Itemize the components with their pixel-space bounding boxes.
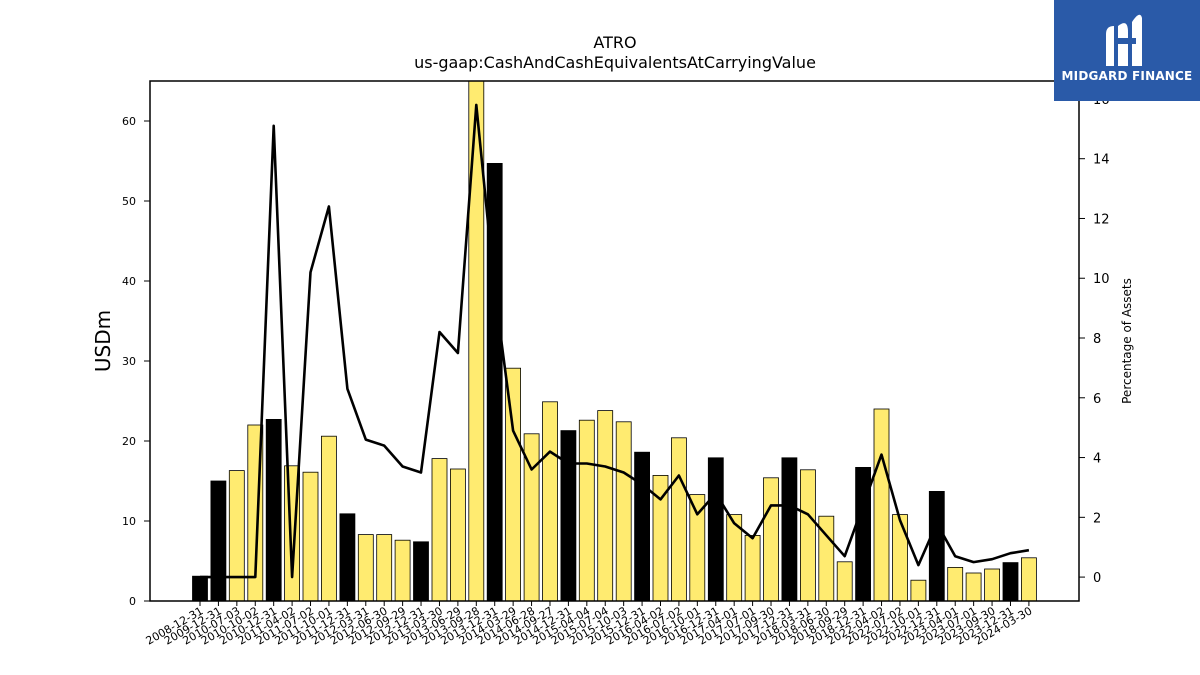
bar-2014-09-27 xyxy=(542,401,558,602)
y-axis-label: USDm xyxy=(91,310,115,372)
bar-2023-12-31 xyxy=(1002,562,1019,602)
bar-2015-12-31 xyxy=(634,451,650,602)
bar-2011-07-02 xyxy=(302,471,319,602)
y-axis-right: 0246810121416 xyxy=(1079,93,1110,586)
bar-2022-10-01 xyxy=(910,579,927,602)
plot-frame xyxy=(149,80,1080,602)
y-tick-label: 50 xyxy=(122,195,136,208)
midgard-finance-logo: MIDGARD FINANCE xyxy=(1054,0,1200,101)
y-tick-label: 60 xyxy=(122,115,136,128)
bar-2015-10-03 xyxy=(615,421,632,602)
bar-2010-12-31 xyxy=(265,418,282,602)
y-tick-label: 30 xyxy=(122,355,136,368)
bar-2017-09-30 xyxy=(763,477,779,602)
y-tick-label: 0 xyxy=(129,595,136,608)
bar-2010-07-03 xyxy=(228,470,245,602)
y2-tick-label: 10 xyxy=(1093,272,1110,287)
chart-subtitle: us-gaap:CashAndCashEquivalentsAtCarrying… xyxy=(414,53,816,72)
bar-2022-07-02 xyxy=(892,514,908,602)
bar-2012-03-31 xyxy=(357,534,374,602)
bar-2022-12-31 xyxy=(928,490,945,602)
percentage-line xyxy=(200,103,1030,579)
bar-2012-06-30 xyxy=(376,534,393,602)
y-tick-label: 40 xyxy=(122,275,136,288)
y-tick-label: 20 xyxy=(122,435,136,448)
bar-2017-07-01 xyxy=(744,535,761,602)
bar-2016-12-31 xyxy=(707,457,724,602)
bar-2018-03-31 xyxy=(800,469,816,602)
bar-2011-10-01 xyxy=(320,435,337,602)
chart-title: ATRO xyxy=(593,33,636,52)
bar-2018-09-29 xyxy=(836,561,853,602)
bar-2015-04-04 xyxy=(578,419,595,602)
y2-tick-label: 6 xyxy=(1093,392,1101,407)
midgard-m-icon xyxy=(1106,14,1142,66)
y2-axis-label: Percentage of Assets xyxy=(1120,278,1134,404)
bar-2016-10-01 xyxy=(689,494,706,602)
bar-2008-12-31 xyxy=(192,575,208,602)
bar-2014-12-31 xyxy=(560,430,577,602)
bar-2014-03-29 xyxy=(505,367,522,602)
logo-text: MIDGARD FINANCE xyxy=(1061,69,1193,83)
bar-2009-12-31 xyxy=(210,480,227,602)
bar-2017-12-31 xyxy=(781,457,798,602)
y2-tick-label: 8 xyxy=(1093,332,1101,347)
bar-2012-12-31 xyxy=(413,541,429,602)
y-axis-left: 0 10 20 30 40 50 60 xyxy=(122,115,150,608)
y2-tick-label: 0 xyxy=(1093,571,1101,586)
y2-tick-label: 14 xyxy=(1093,153,1110,168)
bar-2023-09-30 xyxy=(984,568,1000,602)
y2-tick-label: 4 xyxy=(1093,452,1101,467)
bar-2022-04-02 xyxy=(873,408,890,602)
bar-2015-07-04 xyxy=(597,410,614,602)
bar-2024-03-30 xyxy=(1021,557,1037,602)
percentage-line-group xyxy=(200,103,1030,579)
bar-2012-09-29 xyxy=(394,539,411,602)
bar-2016-07-02 xyxy=(671,437,687,602)
bar-2013-06-29 xyxy=(449,468,466,602)
y-tick-label: 10 xyxy=(122,515,136,528)
x-axis: 2008-12-312009-12-312010-07-032010-10-02… xyxy=(144,601,1034,648)
bar-2023-04-01 xyxy=(947,567,964,602)
bar-group xyxy=(192,80,1037,602)
y2-tick-label: 2 xyxy=(1093,511,1101,526)
bar-2013-03-30 xyxy=(431,458,448,602)
bar-2011-12-31 xyxy=(339,513,356,602)
y2-tick-label: 12 xyxy=(1093,212,1110,227)
bar-2023-07-01 xyxy=(965,572,982,602)
